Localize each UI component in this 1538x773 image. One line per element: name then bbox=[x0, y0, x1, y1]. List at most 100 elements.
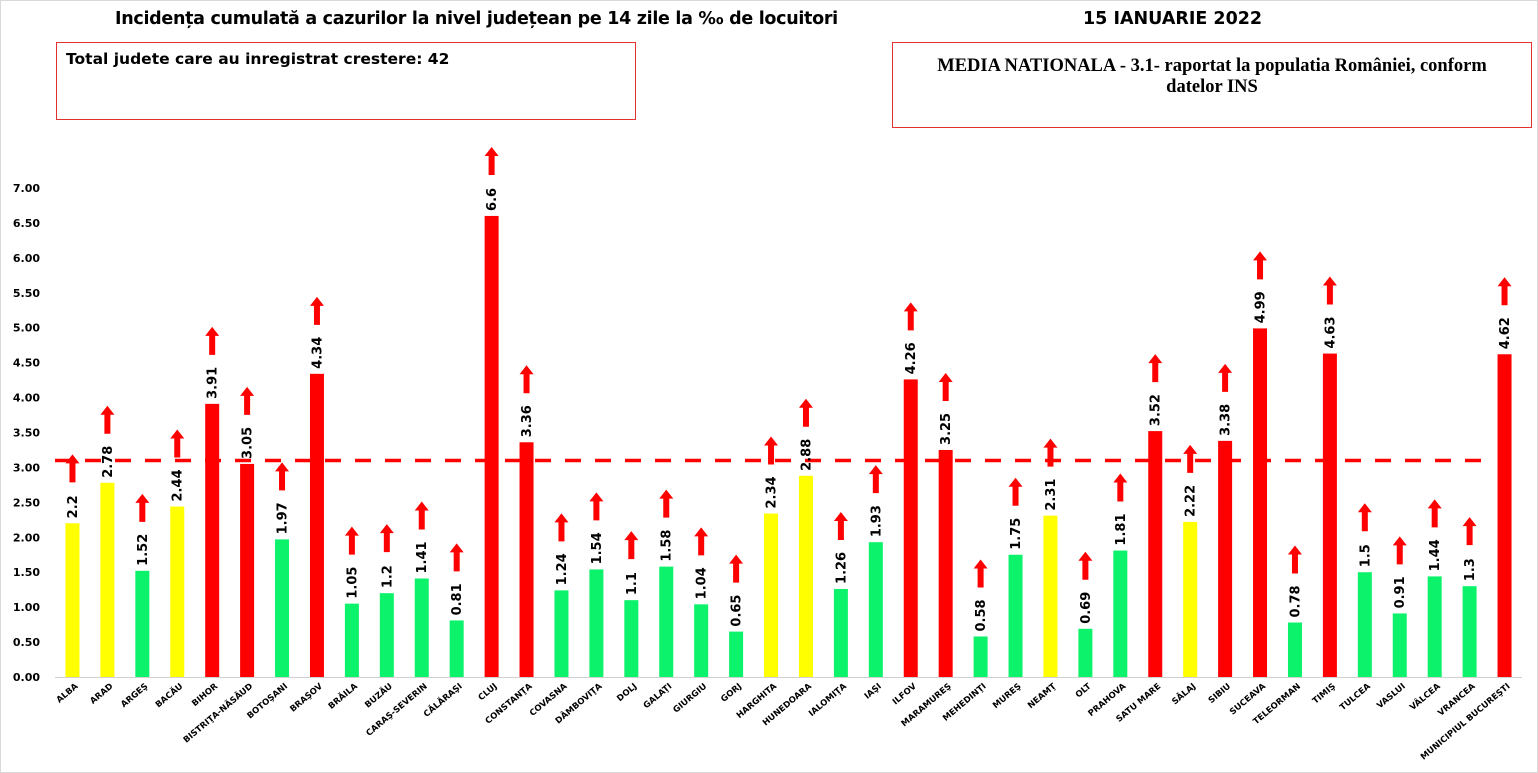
y-tick-label: 4.50 bbox=[13, 357, 40, 370]
reference-box: MEDIA NATIONALA - 3.1- raportat la popul… bbox=[892, 42, 1532, 128]
x-tick-label: BRAŞOV bbox=[288, 681, 325, 714]
bar-timiş bbox=[1322, 353, 1337, 677]
data-label: 1.52 bbox=[136, 534, 151, 566]
bar-tulcea bbox=[1357, 572, 1372, 677]
bar-dâmboviţa bbox=[589, 569, 604, 677]
bar-cluj bbox=[484, 215, 499, 677]
x-tick-label: CLUJ bbox=[477, 682, 500, 703]
increase-arrow-icon bbox=[1183, 444, 1198, 473]
x-tick-label: NEAMŢ bbox=[1026, 682, 1058, 711]
increase-arrow-icon bbox=[764, 436, 779, 465]
data-label: 4.99 bbox=[1254, 291, 1269, 323]
x-tick-label: ALBA bbox=[55, 681, 81, 705]
x-tick-label: TIMIŞ bbox=[1311, 682, 1338, 707]
data-label: 3.38 bbox=[1219, 404, 1234, 436]
increase-arrow-icon bbox=[1253, 251, 1268, 280]
bar-brăila bbox=[344, 603, 359, 677]
bar-ilfov bbox=[903, 379, 918, 677]
info-box-text: Total judete care au inregistrat crester… bbox=[66, 50, 450, 68]
data-label: 4.63 bbox=[1323, 316, 1338, 348]
increase-arrow-icon bbox=[1322, 276, 1337, 305]
y-tick-label: 4.00 bbox=[13, 392, 40, 405]
x-tick-label: TULCEA bbox=[1338, 681, 1373, 713]
y-tick-label: 6.50 bbox=[13, 217, 40, 230]
data-label: 0.81 bbox=[450, 583, 465, 615]
bar-alba bbox=[65, 523, 80, 677]
data-label: 1.54 bbox=[590, 532, 605, 564]
increase-arrow-icon bbox=[1357, 503, 1372, 532]
increase-arrow-icon bbox=[1462, 517, 1477, 546]
chart-date: 15 IANUARIE 2022 bbox=[1083, 9, 1263, 29]
bar-vaslui bbox=[1392, 613, 1407, 677]
increase-arrow-icon bbox=[833, 511, 848, 540]
y-tick-label: 0.50 bbox=[13, 636, 40, 649]
bar-arad bbox=[100, 482, 115, 677]
bar-sălaj bbox=[1183, 521, 1198, 677]
increase-arrow-icon bbox=[135, 493, 150, 522]
increase-arrow-icon bbox=[1148, 354, 1163, 383]
y-tick-label: 3.50 bbox=[13, 427, 40, 440]
data-label: 2.2 bbox=[66, 495, 81, 518]
data-label: 1.81 bbox=[1114, 513, 1129, 545]
data-label: 3.25 bbox=[939, 413, 954, 445]
increase-arrow-icon bbox=[449, 543, 464, 572]
increase-arrow-icon bbox=[1427, 499, 1442, 528]
data-label: 1.5 bbox=[1358, 544, 1373, 567]
data-label: 1.05 bbox=[345, 567, 360, 599]
data-label: 4.34 bbox=[310, 337, 325, 369]
y-tick-label: 0.00 bbox=[13, 671, 40, 684]
increase-arrow-icon bbox=[275, 462, 290, 491]
data-label: 0.91 bbox=[1393, 576, 1408, 608]
data-label: 0.65 bbox=[730, 595, 745, 627]
increase-arrow-icon bbox=[205, 326, 220, 355]
increase-arrow-icon bbox=[589, 492, 604, 521]
data-label: 1.2 bbox=[380, 565, 395, 588]
data-label: 0.78 bbox=[1288, 585, 1303, 617]
bar-municipiul-bucureşti bbox=[1497, 354, 1512, 677]
x-tick-label: IAŞI bbox=[863, 682, 884, 702]
increase-arrow-icon bbox=[65, 454, 80, 483]
bar-constanţa bbox=[519, 442, 534, 677]
x-tick-label: GORJ bbox=[719, 682, 744, 705]
bar-gorj bbox=[729, 631, 744, 677]
bar-ialomiţa bbox=[833, 588, 848, 677]
bar-maramureş bbox=[938, 449, 953, 677]
x-tick-label: BRĂILA bbox=[325, 680, 360, 712]
x-tick-label: BACĂU bbox=[153, 680, 186, 710]
bar-botoşani bbox=[275, 539, 290, 677]
x-tick-label: BUZĂU bbox=[362, 680, 395, 710]
y-tick-label: 1.00 bbox=[13, 601, 40, 614]
bar-prahova bbox=[1113, 550, 1128, 677]
data-label: 2.34 bbox=[765, 476, 780, 508]
data-label: 2.44 bbox=[171, 469, 186, 501]
x-tick-label: OLT bbox=[1074, 682, 1094, 701]
y-tick-label: 6.00 bbox=[13, 252, 40, 265]
increase-arrow-icon bbox=[798, 398, 813, 427]
bar-mureş bbox=[1008, 554, 1023, 677]
increase-arrow-icon bbox=[344, 526, 359, 555]
bar-sibiu bbox=[1218, 440, 1233, 677]
x-tick-label: GALAŢI bbox=[642, 682, 674, 711]
bar-bihor bbox=[205, 403, 220, 677]
info-box: Total judete care au inregistrat crester… bbox=[56, 42, 636, 120]
increase-arrow-icon bbox=[1497, 277, 1512, 306]
increase-arrow-icon bbox=[519, 365, 534, 394]
data-label: 4.62 bbox=[1498, 317, 1513, 349]
increase-arrow-icon bbox=[484, 146, 499, 175]
y-tick-label: 2.50 bbox=[13, 496, 40, 509]
x-tick-label: VASLUI bbox=[1375, 682, 1407, 711]
bar-bistriţa-năsăud bbox=[240, 463, 255, 677]
y-tick-label: 1.50 bbox=[13, 566, 40, 579]
bar-bacău bbox=[170, 506, 185, 677]
data-label: 1.58 bbox=[660, 530, 675, 562]
increase-arrow-icon bbox=[973, 559, 988, 588]
increase-arrow-icon bbox=[624, 531, 639, 560]
increase-arrow-icon bbox=[868, 465, 883, 494]
bar-galaţi bbox=[659, 566, 674, 677]
bar-harghita bbox=[764, 513, 779, 677]
bar-vrancea bbox=[1462, 586, 1477, 677]
data-label: 3.36 bbox=[520, 405, 535, 437]
data-label: 2.88 bbox=[799, 439, 814, 471]
data-label: 0.69 bbox=[1079, 592, 1094, 624]
